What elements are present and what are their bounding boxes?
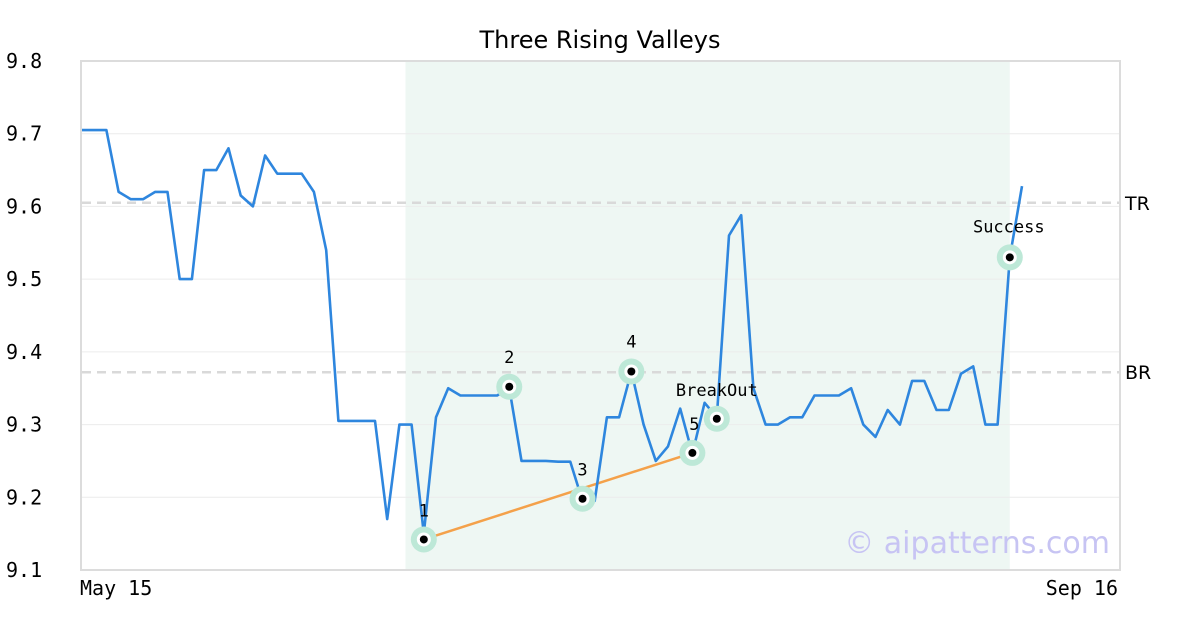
y-tick-label: 9.6 xyxy=(6,194,42,218)
marker-dot-4 xyxy=(627,367,636,376)
highlight-region xyxy=(405,61,1010,570)
marker-dot-5 xyxy=(688,448,697,457)
y-tick-label: 9.4 xyxy=(6,340,42,364)
marker-dot-1 xyxy=(419,535,428,544)
plot-frame xyxy=(80,60,1121,571)
price-line xyxy=(82,128,1024,535)
x-tick-label: May 15 xyxy=(80,576,152,600)
y-tick-label: 9.8 xyxy=(6,49,42,73)
marker-dot-breakout xyxy=(712,414,721,423)
marker-dot-3 xyxy=(578,494,587,503)
x-tick-label: Sep 16 xyxy=(1046,576,1118,600)
point-label-breakout: BreakOut xyxy=(676,381,758,401)
reference-label-tr: TR xyxy=(1124,193,1150,215)
trendline xyxy=(423,451,693,541)
y-tick-label: 9.3 xyxy=(6,413,42,437)
point-label-5: 5 xyxy=(689,415,699,435)
y-tick-label: 9.2 xyxy=(6,485,42,509)
point-label-1: 1 xyxy=(419,501,429,521)
reference-label-br: BR xyxy=(1125,362,1151,384)
y-tick-label: 9.7 xyxy=(6,122,42,146)
chart-title: Three Rising Valleys xyxy=(478,26,720,54)
point-label-4: 4 xyxy=(626,332,636,352)
point-label-success: Success xyxy=(973,217,1045,237)
watermark-text: © aipatterns.com xyxy=(844,526,1110,561)
point-label-3: 3 xyxy=(577,461,587,481)
y-tick-label: 9.1 xyxy=(6,558,42,582)
y-tick-label: 9.5 xyxy=(6,267,42,291)
marker-dot-2 xyxy=(505,382,514,391)
marker-dot-success xyxy=(1005,253,1014,262)
point-label-2: 2 xyxy=(504,348,514,368)
